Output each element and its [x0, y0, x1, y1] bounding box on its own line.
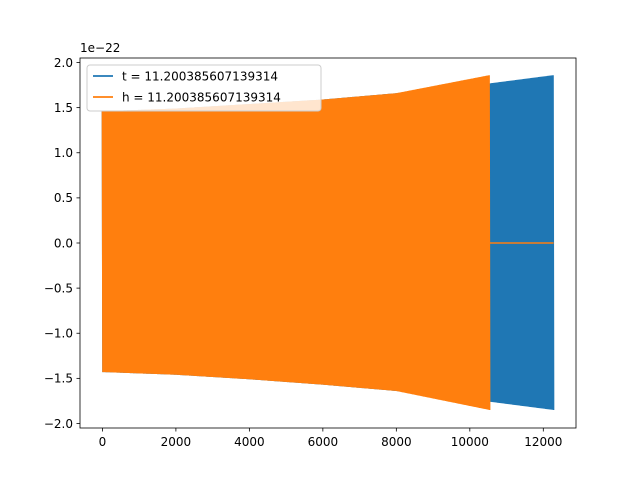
y-tick-label: 0.0: [54, 236, 73, 250]
x-tick-label: 8000: [381, 435, 412, 449]
y-tick-label: −1.0: [44, 327, 73, 341]
plot-series-group: [101, 75, 555, 410]
x-tick-label: 2000: [161, 435, 192, 449]
x-axis: 0 2000 4000 6000 8000 10000 12000: [99, 428, 562, 449]
y-tick-label: 1.5: [54, 101, 73, 115]
legend-label-2: h = 11.200385607139314: [122, 90, 281, 104]
y-axis: −2.0 −1.5 −1.0 −0.5 0.0 0.5 1.0 1.5 2.0: [44, 56, 80, 431]
x-tick-label: 6000: [308, 435, 339, 449]
x-tick-label: 0: [99, 435, 107, 449]
y-tick-label: 0.5: [54, 191, 73, 205]
y-tick-label: 1.0: [54, 146, 73, 160]
y-tick-label: 2.0: [54, 56, 73, 70]
x-tick-label: 12000: [524, 435, 562, 449]
x-tick-label: 4000: [234, 435, 265, 449]
x-tick-label: 10000: [451, 435, 489, 449]
y-tick-label: −1.5: [44, 372, 73, 386]
legend: t = 11.200385607139314 h = 11.20038560713…: [86, 64, 322, 112]
series-line-2: [101, 75, 491, 410]
legend-box: [86, 64, 322, 112]
y-tick-label: −0.5: [44, 281, 73, 295]
y-offset-label: 1e−22: [80, 41, 120, 55]
y-tick-label: −2.0: [44, 417, 73, 431]
legend-label-1: t = 11.200385607139314: [122, 69, 278, 83]
